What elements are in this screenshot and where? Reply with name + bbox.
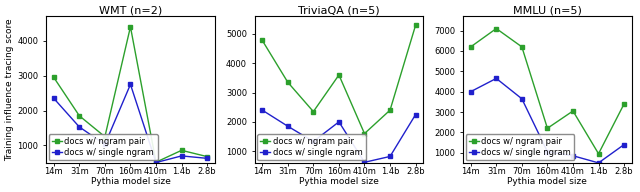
docs w/ ngram pair bbox=[569, 110, 577, 112]
docs w/ single ngram bbox=[259, 109, 266, 111]
docs w/ single ngram bbox=[412, 113, 419, 116]
docs w/ single ngram bbox=[386, 155, 394, 158]
docs w/ single ngram bbox=[335, 121, 343, 123]
docs w/ ngram pair bbox=[595, 153, 602, 155]
docs w/ single ngram bbox=[178, 155, 186, 157]
Legend: docs w/ ngram pair, docs w/ single ngram: docs w/ ngram pair, docs w/ single ngram bbox=[465, 134, 575, 160]
docs w/ single ngram bbox=[284, 125, 292, 127]
docs w/ ngram pair bbox=[127, 26, 134, 28]
docs w/ single ngram bbox=[310, 140, 317, 143]
docs w/ single ngram bbox=[620, 143, 628, 146]
docs w/ ngram pair bbox=[50, 76, 58, 79]
docs w/ ngram pair bbox=[310, 110, 317, 113]
docs w/ single ngram bbox=[50, 97, 58, 99]
X-axis label: Pythia model size: Pythia model size bbox=[508, 177, 588, 186]
docs w/ ngram pair bbox=[518, 46, 525, 48]
docs w/ ngram pair bbox=[412, 24, 419, 26]
docs w/ single ngram bbox=[204, 157, 211, 160]
Title: MMLU (n=5): MMLU (n=5) bbox=[513, 6, 582, 16]
docs w/ ngram pair bbox=[361, 132, 369, 135]
docs w/ ngram pair bbox=[543, 127, 551, 129]
docs w/ ngram pair bbox=[76, 115, 83, 117]
X-axis label: Pythia model size: Pythia model size bbox=[90, 177, 170, 186]
docs w/ ngram pair bbox=[467, 46, 475, 48]
docs w/ single ngram bbox=[595, 162, 602, 164]
docs w/ ngram pair bbox=[284, 81, 292, 84]
Line: docs w/ single ngram: docs w/ single ngram bbox=[52, 82, 209, 165]
docs w/ ngram pair bbox=[152, 161, 160, 163]
docs w/ single ngram bbox=[467, 90, 475, 93]
docs w/ single ngram bbox=[518, 98, 525, 100]
docs w/ single ngram bbox=[492, 77, 500, 79]
docs w/ single ngram bbox=[543, 151, 551, 153]
Line: docs w/ ngram pair: docs w/ ngram pair bbox=[260, 23, 418, 136]
Legend: docs w/ ngram pair, docs w/ single ngram: docs w/ ngram pair, docs w/ single ngram bbox=[257, 134, 366, 160]
docs w/ ngram pair bbox=[204, 156, 211, 158]
docs w/ single ngram bbox=[101, 143, 109, 146]
Line: docs w/ single ngram: docs w/ single ngram bbox=[260, 108, 418, 164]
docs w/ single ngram bbox=[127, 83, 134, 85]
Line: docs w/ single ngram: docs w/ single ngram bbox=[468, 76, 626, 165]
docs w/ single ngram bbox=[569, 155, 577, 157]
Legend: docs w/ ngram pair, docs w/ single ngram: docs w/ ngram pair, docs w/ single ngram bbox=[49, 134, 157, 160]
docs w/ single ngram bbox=[76, 126, 83, 128]
Y-axis label: Training influence tracing score: Training influence tracing score bbox=[6, 18, 15, 161]
docs w/ ngram pair bbox=[259, 39, 266, 41]
docs w/ ngram pair bbox=[620, 103, 628, 105]
docs w/ ngram pair bbox=[178, 149, 186, 151]
Title: TriviaQA (n=5): TriviaQA (n=5) bbox=[298, 6, 380, 16]
docs w/ ngram pair bbox=[101, 136, 109, 138]
Title: WMT (n=2): WMT (n=2) bbox=[99, 6, 162, 16]
docs w/ single ngram bbox=[152, 161, 160, 164]
docs w/ single ngram bbox=[361, 161, 369, 163]
docs w/ ngram pair bbox=[386, 109, 394, 111]
Line: docs w/ ngram pair: docs w/ ngram pair bbox=[468, 26, 626, 156]
Line: docs w/ ngram pair: docs w/ ngram pair bbox=[52, 25, 209, 164]
X-axis label: Pythia model size: Pythia model size bbox=[299, 177, 379, 186]
docs w/ ngram pair bbox=[335, 74, 343, 76]
docs w/ ngram pair bbox=[492, 27, 500, 30]
